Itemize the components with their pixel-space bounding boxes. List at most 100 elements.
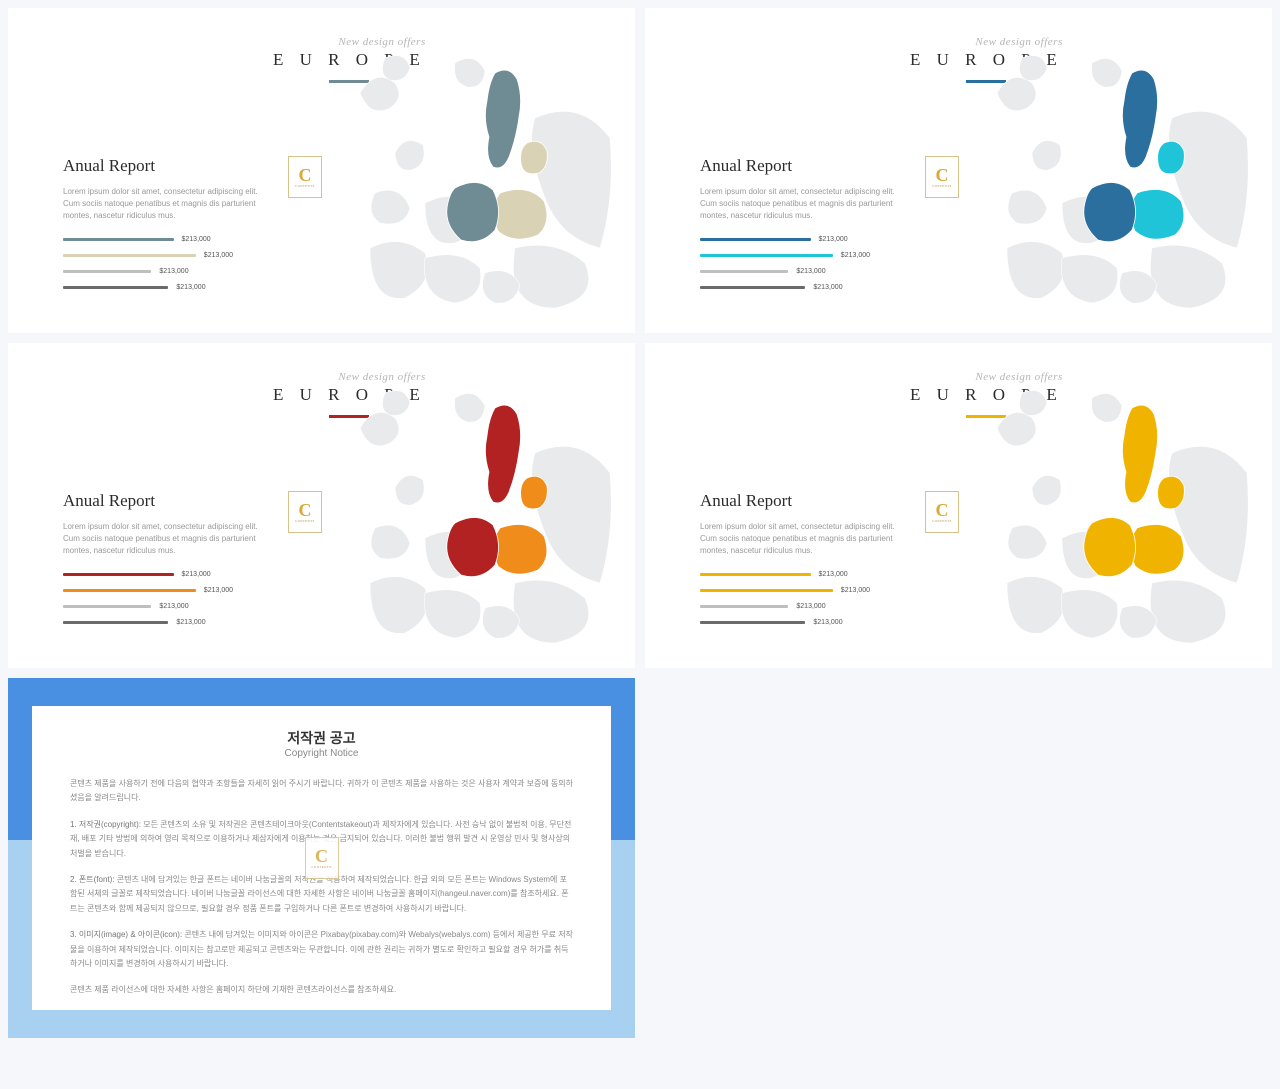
logo-subtext: CONTENTS [295, 519, 315, 523]
slide-subtitle: New design offers [910, 36, 1063, 48]
data-bar [63, 270, 151, 273]
data-bar [700, 589, 833, 592]
data-bar-label: $213,000 [176, 284, 205, 291]
data-bar-label: $213,000 [182, 236, 211, 243]
data-bar-row: $213,000 [700, 571, 870, 578]
data-bar [700, 270, 788, 273]
data-bar [63, 589, 196, 592]
bars-container: $213,000 $213,000 $213,000 $213,000 [63, 236, 233, 291]
copyright-p3: 3. 이미지(image) & 아이콘(icon): 콘텐츠 내에 담겨있는 이… [70, 928, 573, 971]
report-slide: New design offers E U R O P E C CONTENTS… [8, 8, 635, 333]
europe-map [992, 383, 1252, 653]
data-bar-row: $213,000 [63, 268, 233, 275]
data-bar-label: $213,000 [159, 268, 188, 275]
copyright-intro: 콘텐츠 제품을 사용하기 전에 다음의 협약과 조항들을 자세히 읽어 주시기 … [70, 777, 573, 806]
report-slide: New design offers E U R O P E C CONTENTS… [8, 343, 635, 668]
copyright-outro: 콘텐츠 제품 라이선스에 대한 자세한 사항은 홈페이지 하단에 기재한 콘텐츠… [70, 983, 573, 997]
bars-container: $213,000 $213,000 $213,000 $213,000 [63, 571, 233, 626]
report-block: Anual Report Lorem ipsum dolor sit amet,… [700, 491, 900, 635]
data-bar-label: $213,000 [176, 619, 205, 626]
data-bar-label: $213,000 [841, 252, 870, 259]
data-bar [700, 605, 788, 608]
copyright-title: 저작권 공고 [70, 728, 573, 748]
data-bar-label: $213,000 [159, 603, 188, 610]
report-block: Anual Report Lorem ipsum dolor sit amet,… [700, 156, 900, 300]
europe-map [355, 383, 615, 653]
logo-subtext: CONTENTS [932, 184, 952, 188]
data-bar [63, 621, 168, 624]
data-bar-row: $213,000 [700, 252, 870, 259]
logo-subtext: CONTENTS [311, 865, 332, 869]
empty-cell [645, 678, 1272, 1038]
data-bar-label: $213,000 [204, 587, 233, 594]
data-bar-row: $213,000 [700, 603, 870, 610]
report-title: Anual Report [63, 491, 263, 511]
slide-subtitle: New design offers [273, 36, 426, 48]
data-bar-label: $213,000 [813, 619, 842, 626]
report-body: Lorem ipsum dolor sit amet, consectetur … [63, 521, 263, 557]
data-bar-label: $213,000 [813, 284, 842, 291]
data-bar [63, 238, 174, 241]
report-block: Anual Report Lorem ipsum dolor sit amet,… [63, 491, 263, 635]
data-bar-label: $213,000 [182, 571, 211, 578]
logo-letter: C [315, 847, 328, 865]
slide-subtitle: New design offers [273, 371, 426, 383]
data-bar-row: $213,000 [63, 236, 233, 243]
logo-badge: C CONTENTS [305, 837, 339, 879]
data-bar-row: $213,000 [63, 284, 233, 291]
bars-container: $213,000 $213,000 $213,000 $213,000 [700, 571, 870, 626]
logo-badge: C CONTENTS [925, 156, 959, 198]
data-bar [700, 238, 811, 241]
data-bar-label: $213,000 [819, 236, 848, 243]
data-bar [63, 254, 196, 257]
data-bar-row: $213,000 [63, 603, 233, 610]
logo-badge: C CONTENTS [288, 491, 322, 533]
copyright-subtitle: Copyright Notice [70, 748, 573, 759]
copyright-panel: C CONTENTS 저작권 공고 Copyright Notice 콘텐츠 제… [32, 706, 611, 1010]
bars-container: $213,000 $213,000 $213,000 $213,000 [700, 236, 870, 291]
logo-letter: C [299, 501, 312, 519]
data-bar-label: $213,000 [796, 603, 825, 610]
data-bar [63, 605, 151, 608]
data-bar-row: $213,000 [63, 252, 233, 259]
data-bar-row: $213,000 [63, 619, 233, 626]
report-block: Anual Report Lorem ipsum dolor sit amet,… [63, 156, 263, 300]
report-title: Anual Report [700, 156, 900, 176]
data-bar [700, 286, 805, 289]
copyright-p2: 2. 폰트(font): 콘텐츠 내에 담겨있는 한글 폰트는 네이버 나눔글꼴… [70, 873, 573, 916]
report-body: Lorem ipsum dolor sit amet, consectetur … [63, 186, 263, 222]
europe-map [992, 48, 1252, 318]
report-body: Lorem ipsum dolor sit amet, consectetur … [700, 186, 900, 222]
data-bar [63, 573, 174, 576]
data-bar [700, 254, 833, 257]
report-slide: New design offers E U R O P E C CONTENTS… [645, 343, 1272, 668]
data-bar-label: $213,000 [841, 587, 870, 594]
data-bar-row: $213,000 [700, 587, 870, 594]
logo-subtext: CONTENTS [295, 184, 315, 188]
data-bar [700, 573, 811, 576]
logo-letter: C [936, 501, 949, 519]
slide-subtitle: New design offers [910, 371, 1063, 383]
europe-map [355, 48, 615, 318]
logo-badge: C CONTENTS [288, 156, 322, 198]
data-bar [63, 286, 168, 289]
data-bar-row: $213,000 [700, 236, 870, 243]
logo-subtext: CONTENTS [932, 519, 952, 523]
logo-letter: C [299, 166, 312, 184]
data-bar-row: $213,000 [63, 587, 233, 594]
data-bar [700, 621, 805, 624]
logo-letter: C [936, 166, 949, 184]
data-bar-row: $213,000 [63, 571, 233, 578]
copyright-slide: C CONTENTS 저작권 공고 Copyright Notice 콘텐츠 제… [8, 678, 635, 1038]
report-slide: New design offers E U R O P E C CONTENTS… [645, 8, 1272, 333]
data-bar-row: $213,000 [700, 268, 870, 275]
report-title: Anual Report [700, 491, 900, 511]
data-bar-label: $213,000 [796, 268, 825, 275]
logo-badge: C CONTENTS [925, 491, 959, 533]
data-bar-label: $213,000 [204, 252, 233, 259]
data-bar-row: $213,000 [700, 619, 870, 626]
data-bar-label: $213,000 [819, 571, 848, 578]
report-body: Lorem ipsum dolor sit amet, consectetur … [700, 521, 900, 557]
report-title: Anual Report [63, 156, 263, 176]
data-bar-row: $213,000 [700, 284, 870, 291]
